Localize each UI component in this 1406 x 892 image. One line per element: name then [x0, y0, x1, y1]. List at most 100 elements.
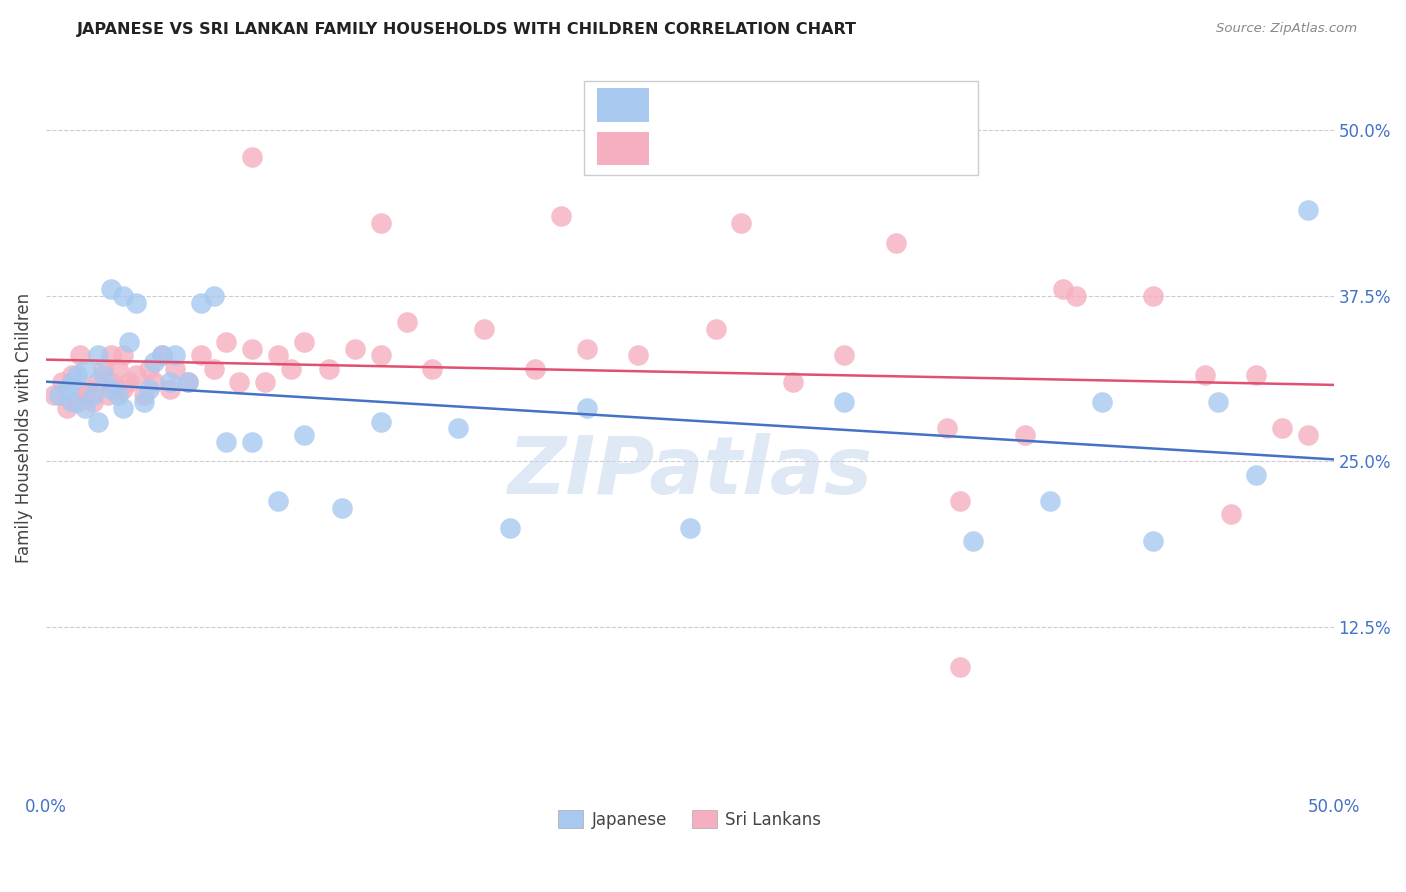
Point	[150, 349, 173, 363]
Point	[472, 322, 495, 336]
Point	[1219, 508, 1241, 522]
Legend: Japanese, Sri Lankans: Japanese, Sri Lankans	[551, 804, 828, 835]
Point	[344, 342, 367, 356]
Point	[100, 349, 122, 363]
Point	[100, 382, 122, 396]
Point	[56, 382, 79, 396]
Point	[292, 428, 315, 442]
Point	[60, 375, 83, 389]
Point	[575, 401, 598, 416]
Point	[66, 368, 89, 383]
Point	[125, 295, 148, 310]
Point	[949, 660, 972, 674]
Point	[215, 434, 238, 449]
Point	[1142, 289, 1164, 303]
Point	[1271, 421, 1294, 435]
Point	[143, 375, 166, 389]
Point	[730, 216, 752, 230]
Point	[524, 361, 547, 376]
Point	[100, 282, 122, 296]
Point	[56, 401, 79, 416]
Point	[575, 342, 598, 356]
Point	[112, 382, 135, 396]
Point	[1194, 368, 1216, 383]
Point	[107, 388, 129, 402]
Point	[117, 335, 139, 350]
Point	[1064, 289, 1087, 303]
Point	[1246, 467, 1268, 482]
Point	[60, 395, 83, 409]
Point	[60, 368, 83, 383]
Point	[76, 382, 98, 396]
Point	[370, 216, 392, 230]
Point	[782, 375, 804, 389]
Point	[150, 349, 173, 363]
Point	[1091, 395, 1114, 409]
Point	[704, 322, 727, 336]
Point	[159, 375, 181, 389]
Point	[82, 395, 104, 409]
Point	[395, 315, 418, 329]
Point	[69, 349, 91, 363]
Point	[190, 295, 212, 310]
Point	[202, 289, 225, 303]
Point	[82, 388, 104, 402]
Point	[228, 375, 250, 389]
Point	[163, 349, 186, 363]
Point	[254, 375, 277, 389]
Point	[627, 349, 650, 363]
Point	[66, 395, 89, 409]
Point	[267, 494, 290, 508]
Point	[280, 361, 302, 376]
Point	[240, 342, 263, 356]
Point	[132, 388, 155, 402]
Point	[48, 388, 70, 402]
Point	[292, 335, 315, 350]
Point	[1142, 533, 1164, 548]
Point	[177, 375, 200, 389]
Point	[962, 533, 984, 548]
Point	[1296, 202, 1319, 217]
Point	[550, 210, 572, 224]
Text: ZIPatlas: ZIPatlas	[508, 434, 872, 511]
Point	[215, 335, 238, 350]
Point	[73, 388, 96, 402]
Point	[240, 434, 263, 449]
Point	[190, 349, 212, 363]
Point	[1039, 494, 1062, 508]
Point	[73, 401, 96, 416]
Point	[318, 361, 340, 376]
Point	[112, 401, 135, 416]
Point	[42, 388, 65, 402]
Point	[447, 421, 470, 435]
Point	[143, 355, 166, 369]
Point	[370, 349, 392, 363]
Point	[73, 361, 96, 376]
Point	[834, 349, 856, 363]
Point	[138, 382, 160, 396]
Point	[91, 368, 114, 383]
Point	[240, 150, 263, 164]
Point	[498, 521, 520, 535]
Point	[91, 361, 114, 376]
Point	[125, 368, 148, 383]
Point	[422, 361, 444, 376]
Point	[112, 289, 135, 303]
Point	[679, 521, 702, 535]
Point	[112, 349, 135, 363]
Point	[936, 421, 959, 435]
Point	[834, 395, 856, 409]
Point	[1246, 368, 1268, 383]
Point	[86, 349, 108, 363]
Point	[370, 415, 392, 429]
Text: JAPANESE VS SRI LANKAN FAMILY HOUSEHOLDS WITH CHILDREN CORRELATION CHART: JAPANESE VS SRI LANKAN FAMILY HOUSEHOLDS…	[77, 22, 858, 37]
Text: Source: ZipAtlas.com: Source: ZipAtlas.com	[1216, 22, 1357, 36]
Point	[177, 375, 200, 389]
Point	[1296, 428, 1319, 442]
Point	[86, 375, 108, 389]
Point	[202, 361, 225, 376]
Point	[330, 500, 353, 515]
Point	[86, 415, 108, 429]
Point	[1206, 395, 1229, 409]
Point	[1014, 428, 1036, 442]
